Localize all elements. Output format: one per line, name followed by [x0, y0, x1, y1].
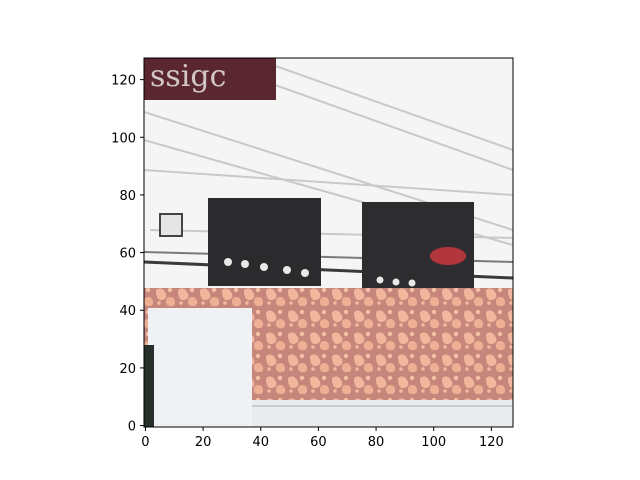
- x-axis-ticks: 0 20 40 60 80 100 120: [141, 427, 504, 450]
- right-dark-panel: [362, 202, 474, 290]
- x-tick-label: 20: [195, 435, 212, 450]
- x-tick-label: 60: [310, 435, 327, 450]
- y-tick-label: 100: [111, 131, 136, 146]
- y-axis-ticks: 0 20 40 60 80 100 120: [111, 74, 144, 435]
- small-box: [159, 213, 183, 237]
- y-tick-label: 20: [119, 362, 136, 377]
- x-tick-label: 40: [252, 435, 269, 450]
- sign-fragment-glyphs: ssigc: [150, 59, 226, 94]
- y-tick-label: 40: [119, 304, 136, 319]
- red-emblem: [430, 247, 466, 265]
- dark-edge: [144, 345, 154, 427]
- x-tick-label: 100: [421, 435, 446, 450]
- bottom-strip: [252, 400, 513, 427]
- sign-fragment: [144, 58, 276, 100]
- y-tick-label: 60: [119, 247, 136, 262]
- right-panel-dots: [376, 276, 416, 287]
- y-tick-label: 80: [119, 189, 136, 204]
- image-area: ssigc: [144, 58, 513, 427]
- x-tick-label: 80: [368, 435, 385, 450]
- y-tick-label: 120: [111, 74, 136, 89]
- y-tick-label: 0: [128, 420, 136, 435]
- axes-frame: [143, 57, 514, 428]
- white-block: [148, 308, 252, 427]
- x-tick-label: 0: [141, 435, 149, 450]
- x-tick-label: 120: [479, 435, 504, 450]
- left-panel-dots: [224, 258, 309, 277]
